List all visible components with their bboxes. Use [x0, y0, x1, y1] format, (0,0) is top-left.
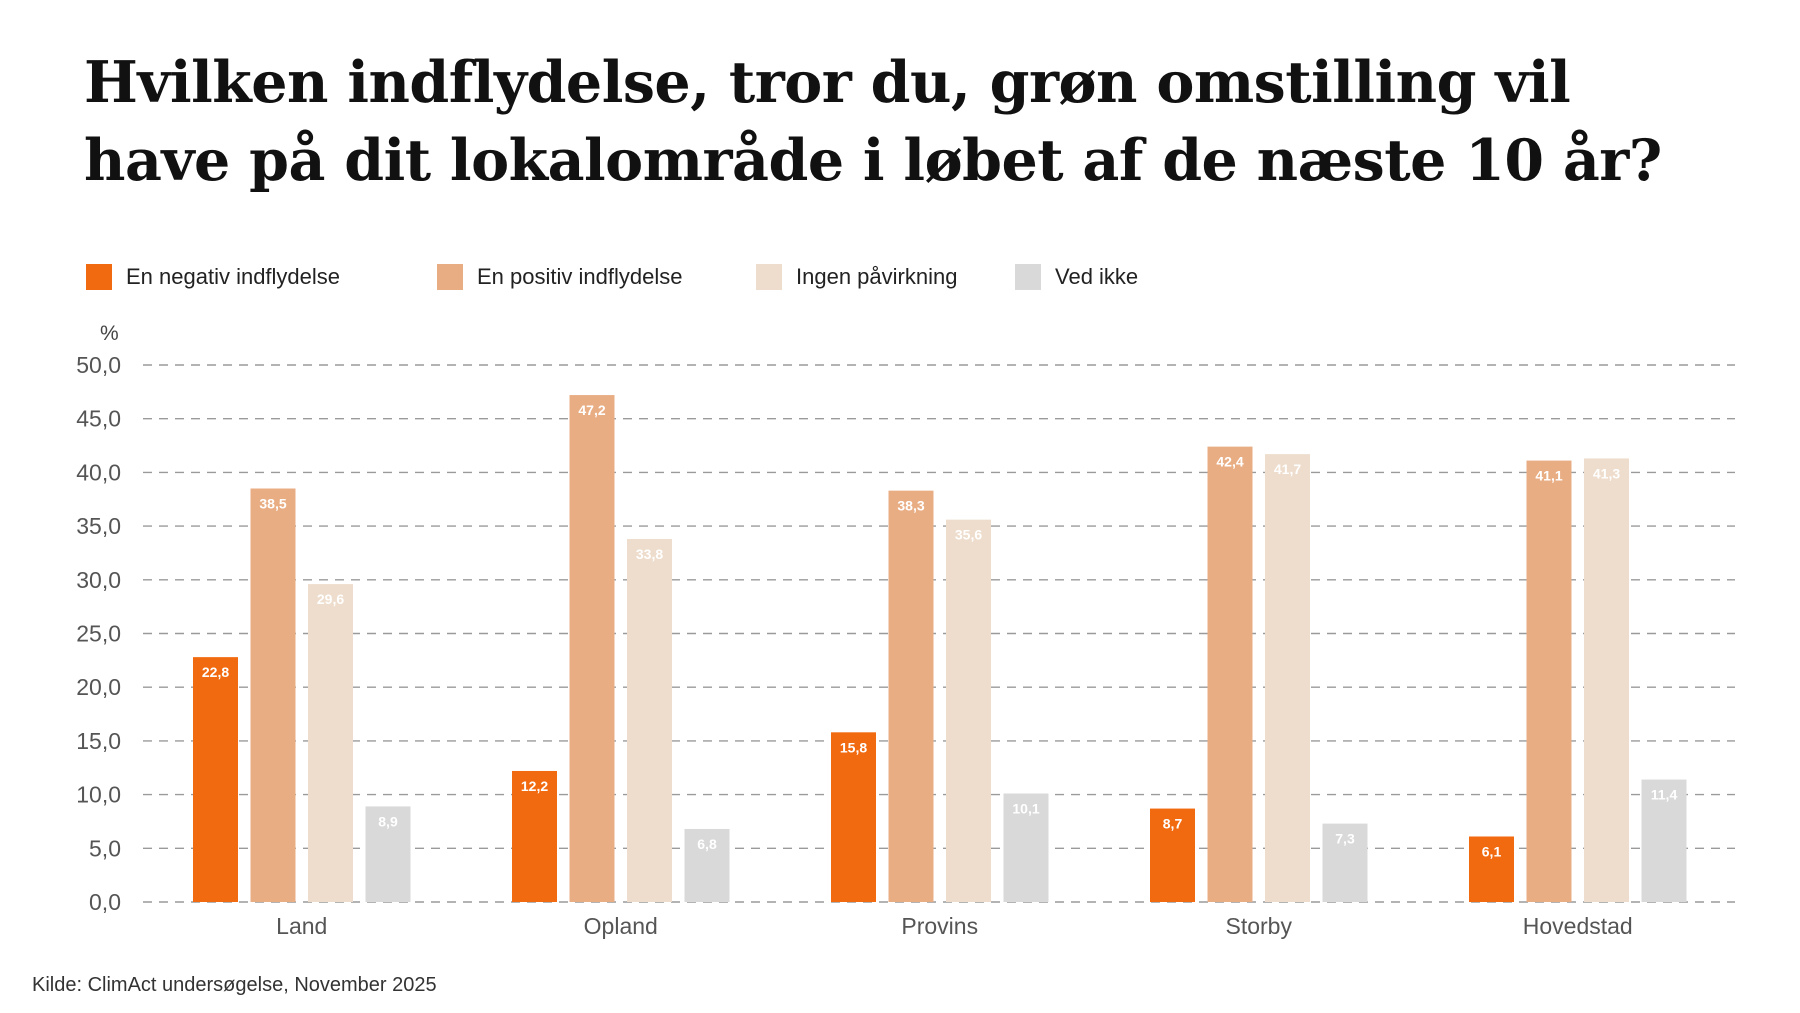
y-tick-label: 30,0 — [76, 567, 121, 593]
bar — [684, 828, 730, 902]
legend-swatch-negative — [86, 264, 112, 290]
y-tick-label: 40,0 — [76, 459, 121, 485]
data-label: 15,8 — [840, 739, 867, 755]
legend-label-dont-know: Ved ikke — [1055, 264, 1139, 289]
y-tick-label: 5,0 — [89, 835, 121, 861]
y-tick-label: 15,0 — [76, 728, 121, 754]
legend-label-positive: En positiv indflydelse — [477, 264, 683, 289]
bar — [627, 538, 672, 902]
data-label: 35,6 — [955, 527, 982, 543]
bar — [1526, 460, 1572, 902]
bar — [365, 806, 411, 902]
bar — [1641, 779, 1687, 902]
data-label: 6,1 — [1482, 843, 1502, 859]
data-label: 29,6 — [317, 591, 344, 607]
bar — [1584, 458, 1629, 902]
y-axis-label: % — [100, 322, 119, 345]
data-label: 22,8 — [202, 664, 229, 680]
x-tick-label: Provins — [901, 913, 978, 939]
bar — [1469, 836, 1514, 902]
legend-swatch-positive — [437, 264, 463, 290]
legend-label-none: Ingen påvirkning — [796, 264, 958, 289]
y-tick-label: 35,0 — [76, 513, 121, 539]
bar — [946, 519, 991, 902]
data-label: 42,4 — [1216, 454, 1243, 470]
y-tick-label: 10,0 — [76, 782, 121, 808]
bar-chart: % 0,0 5,0 10,0 15,0 20,0 25,0 30,0 35,0 40,0 45,0 5… — [76, 322, 1735, 939]
bar — [250, 488, 296, 902]
data-label: 12,2 — [521, 778, 548, 794]
bar — [512, 770, 557, 902]
y-tick-label: 20,0 — [76, 674, 121, 700]
data-label: 7,3 — [1335, 831, 1355, 847]
data-label: 47,2 — [578, 402, 605, 418]
bar — [1265, 454, 1310, 902]
legend-label-negative: En negativ indflydelse — [126, 264, 341, 289]
data-label: 8,9 — [378, 813, 398, 829]
data-label: 41,1 — [1535, 468, 1562, 484]
data-label: 10,1 — [1012, 801, 1039, 817]
bar — [1150, 808, 1195, 902]
y-tick-label: 0,0 — [89, 889, 121, 915]
data-label: 11,4 — [1651, 787, 1678, 803]
bar — [1322, 823, 1368, 902]
y-tick-label: 25,0 — [76, 621, 121, 647]
data-label: 33,8 — [636, 546, 663, 562]
bar — [1003, 793, 1049, 902]
bar — [888, 490, 934, 902]
data-label: 6,8 — [697, 836, 717, 852]
data-label: 8,7 — [1163, 816, 1183, 832]
y-tick-label: 50,0 — [76, 352, 121, 378]
chart-title: Hvilken indflydelse, tror du, grøn omsti… — [84, 49, 1662, 194]
bar — [1207, 446, 1253, 902]
x-tick-label: Opland — [584, 913, 658, 939]
x-tick-label: Land — [276, 913, 327, 939]
data-label: 38,3 — [897, 498, 924, 514]
source-note: Kilde: ClimAct undersøgelse, November 20… — [32, 974, 437, 996]
legend-swatch-none — [756, 264, 782, 290]
data-label: 38,5 — [259, 496, 286, 512]
legend-swatch-dont-know — [1015, 264, 1041, 290]
x-tick-label: Storby — [1226, 913, 1293, 939]
bar — [308, 584, 353, 902]
bar — [569, 395, 615, 902]
x-tick-label: Hovedstad — [1523, 913, 1633, 939]
bar — [193, 657, 238, 902]
bar — [831, 732, 876, 902]
data-label: 41,3 — [1593, 465, 1620, 481]
data-label: 41,7 — [1274, 461, 1301, 477]
y-tick-label: 45,0 — [76, 406, 121, 432]
